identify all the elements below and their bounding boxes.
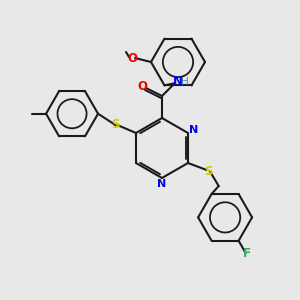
Text: N: N <box>158 179 166 189</box>
Text: N: N <box>189 125 198 135</box>
Text: N: N <box>173 75 183 88</box>
Text: O: O <box>137 80 147 94</box>
Text: S: S <box>111 118 120 130</box>
Text: F: F <box>243 248 250 260</box>
Text: S: S <box>205 164 213 178</box>
Text: H: H <box>181 77 189 87</box>
Text: O: O <box>127 52 137 64</box>
